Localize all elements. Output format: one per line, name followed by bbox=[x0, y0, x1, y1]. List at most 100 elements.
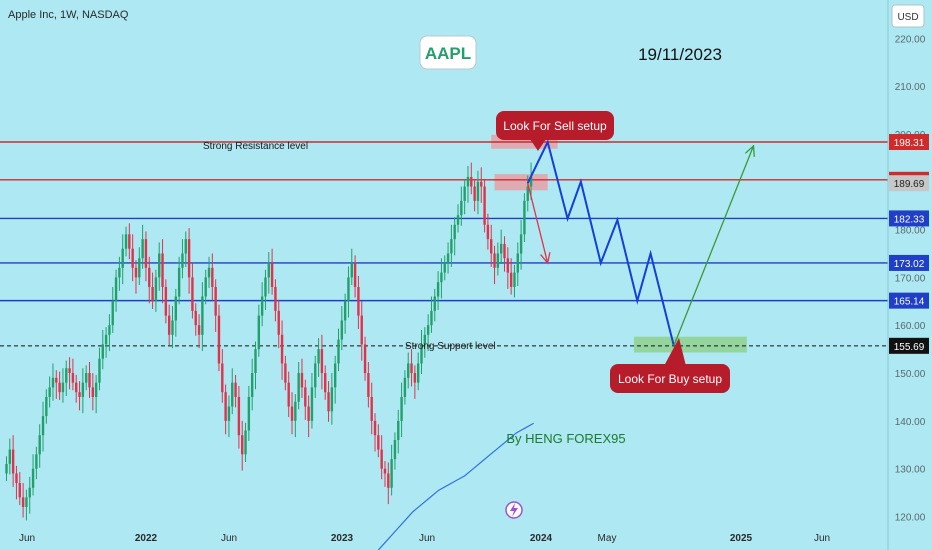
candle[interactable] bbox=[400, 382, 403, 438]
currency-button[interactable] bbox=[891, 4, 925, 28]
candle[interactable] bbox=[254, 341, 257, 390]
candle[interactable] bbox=[490, 224, 493, 267]
candle[interactable] bbox=[260, 282, 264, 327]
candle[interactable] bbox=[327, 381, 330, 422]
candle[interactable] bbox=[201, 282, 204, 352]
candle[interactable] bbox=[403, 370, 407, 405]
candle[interactable] bbox=[307, 395, 310, 438]
candle[interactable] bbox=[28, 476, 31, 514]
candle[interactable] bbox=[426, 314, 430, 352]
candle[interactable] bbox=[264, 269, 267, 310]
candle[interactable] bbox=[111, 286, 114, 333]
candle[interactable] bbox=[456, 204, 460, 233]
candle[interactable] bbox=[476, 170, 480, 215]
candle[interactable] bbox=[373, 413, 377, 452]
candle[interactable] bbox=[48, 376, 51, 408]
candle[interactable] bbox=[174, 288, 178, 337]
lightning-icon[interactable] bbox=[505, 501, 523, 519]
candle[interactable] bbox=[466, 165, 470, 203]
candle[interactable] bbox=[436, 271, 440, 310]
candle[interactable] bbox=[94, 374, 98, 414]
candle[interactable] bbox=[257, 304, 261, 357]
candle[interactable] bbox=[460, 186, 463, 226]
candle[interactable] bbox=[350, 248, 353, 286]
candle[interactable] bbox=[347, 266, 350, 318]
candle[interactable] bbox=[310, 373, 314, 429]
candle[interactable] bbox=[138, 247, 141, 286]
candle[interactable] bbox=[503, 236, 506, 272]
candle[interactable] bbox=[187, 228, 191, 294]
candle[interactable] bbox=[8, 438, 12, 475]
candle[interactable] bbox=[21, 483, 25, 518]
candle[interactable] bbox=[360, 301, 363, 361]
candle[interactable] bbox=[380, 435, 383, 480]
candle[interactable] bbox=[75, 374, 78, 403]
candle[interactable] bbox=[470, 162, 473, 195]
candle[interactable] bbox=[320, 334, 324, 390]
candle[interactable] bbox=[314, 355, 317, 398]
candle[interactable] bbox=[68, 357, 71, 390]
candle[interactable] bbox=[194, 303, 197, 336]
candle[interactable] bbox=[118, 256, 121, 291]
candle[interactable] bbox=[217, 304, 221, 372]
candle[interactable] bbox=[390, 444, 393, 496]
candle[interactable] bbox=[333, 355, 337, 404]
candle[interactable] bbox=[330, 373, 334, 425]
candle[interactable] bbox=[211, 253, 214, 301]
candle[interactable] bbox=[353, 255, 357, 298]
candle[interactable] bbox=[61, 368, 65, 403]
candle[interactable] bbox=[181, 239, 184, 279]
candle[interactable] bbox=[407, 352, 410, 389]
candle[interactable] bbox=[480, 167, 483, 203]
candle[interactable] bbox=[204, 269, 207, 305]
candle[interactable] bbox=[114, 269, 118, 312]
candle[interactable] bbox=[224, 384, 227, 435]
candle[interactable] bbox=[134, 260, 138, 294]
candle[interactable] bbox=[35, 446, 38, 480]
candle[interactable] bbox=[450, 224, 453, 267]
candle[interactable] bbox=[420, 330, 423, 374]
candle[interactable] bbox=[121, 234, 124, 285]
candle[interactable] bbox=[280, 320, 284, 380]
candle[interactable] bbox=[387, 462, 390, 505]
candle[interactable] bbox=[277, 299, 280, 349]
candle[interactable] bbox=[499, 229, 503, 264]
candle[interactable] bbox=[297, 362, 300, 410]
candle[interactable] bbox=[191, 263, 194, 319]
candle[interactable] bbox=[370, 382, 373, 435]
candle[interactable] bbox=[529, 162, 533, 200]
candle[interactable] bbox=[496, 242, 500, 276]
candle[interactable] bbox=[304, 379, 307, 420]
candle[interactable] bbox=[433, 288, 436, 322]
candle[interactable] bbox=[78, 381, 81, 411]
candle[interactable] bbox=[363, 336, 367, 381]
candle[interactable] bbox=[416, 352, 420, 391]
candle[interactable] bbox=[300, 358, 304, 398]
candle[interactable] bbox=[513, 264, 516, 298]
candle[interactable] bbox=[509, 258, 513, 295]
candle[interactable] bbox=[250, 358, 254, 411]
candle[interactable] bbox=[483, 178, 486, 233]
candle[interactable] bbox=[158, 242, 161, 291]
candle[interactable] bbox=[290, 392, 294, 435]
candle[interactable] bbox=[45, 389, 48, 424]
candle[interactable] bbox=[231, 368, 234, 415]
candle[interactable] bbox=[55, 370, 58, 399]
candle[interactable] bbox=[144, 231, 148, 282]
candle[interactable] bbox=[430, 296, 433, 333]
candle[interactable] bbox=[31, 454, 35, 496]
candle[interactable] bbox=[131, 234, 134, 282]
candle[interactable] bbox=[151, 272, 154, 309]
candle[interactable] bbox=[337, 328, 340, 372]
candle[interactable] bbox=[214, 279, 217, 332]
candle[interactable] bbox=[284, 355, 287, 391]
candle[interactable] bbox=[506, 247, 510, 289]
candle[interactable] bbox=[244, 422, 247, 462]
candle[interactable] bbox=[84, 365, 88, 391]
candle[interactable] bbox=[519, 220, 523, 270]
candle[interactable] bbox=[71, 358, 75, 391]
candle[interactable] bbox=[413, 365, 417, 399]
candle[interactable] bbox=[128, 223, 131, 260]
candle[interactable] bbox=[81, 368, 85, 414]
candle[interactable] bbox=[11, 435, 15, 487]
